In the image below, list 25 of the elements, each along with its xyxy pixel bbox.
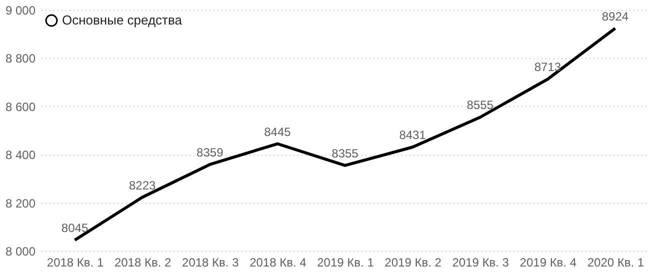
data-label: 8555	[466, 98, 494, 112]
x-tick-label: 2018 Кв. 4	[250, 256, 307, 270]
x-tick-label: 2018 Кв. 3	[182, 256, 240, 270]
data-label: 8045	[61, 221, 88, 236]
data-label: 8355	[332, 146, 359, 160]
x-tick-label: 2019 Кв. 1	[317, 256, 374, 270]
x-tick-label: 2019 Кв. 2	[384, 256, 442, 270]
y-tick-label: 8 400	[5, 148, 36, 162]
y-tick-label: 8 600	[5, 100, 36, 114]
x-tick-label: 2020 Кв. 1	[587, 256, 644, 270]
data-label: 8713	[534, 60, 562, 74]
y-tick-label: 9 000	[5, 4, 36, 18]
data-label: 8924	[602, 9, 629, 24]
data-label: 8431	[399, 128, 426, 142]
x-tick-label: 2019 Кв. 3	[452, 256, 510, 270]
y-tick-label: 8 800	[5, 52, 36, 66]
legend-label: Основные средства	[62, 12, 183, 28]
y-tick-label: 8 000	[5, 244, 36, 258]
data-label: 8445	[264, 124, 292, 139]
x-tick-label: 2018 Кв. 2	[114, 256, 172, 270]
data-label: 8359	[196, 145, 224, 160]
data-label: 8223	[128, 178, 156, 192]
x-tick-label: 2018 Кв. 1	[46, 256, 104, 270]
x-tick-label: 2019 Кв. 4	[520, 256, 577, 270]
y-tick-label: 8 200	[5, 196, 36, 210]
